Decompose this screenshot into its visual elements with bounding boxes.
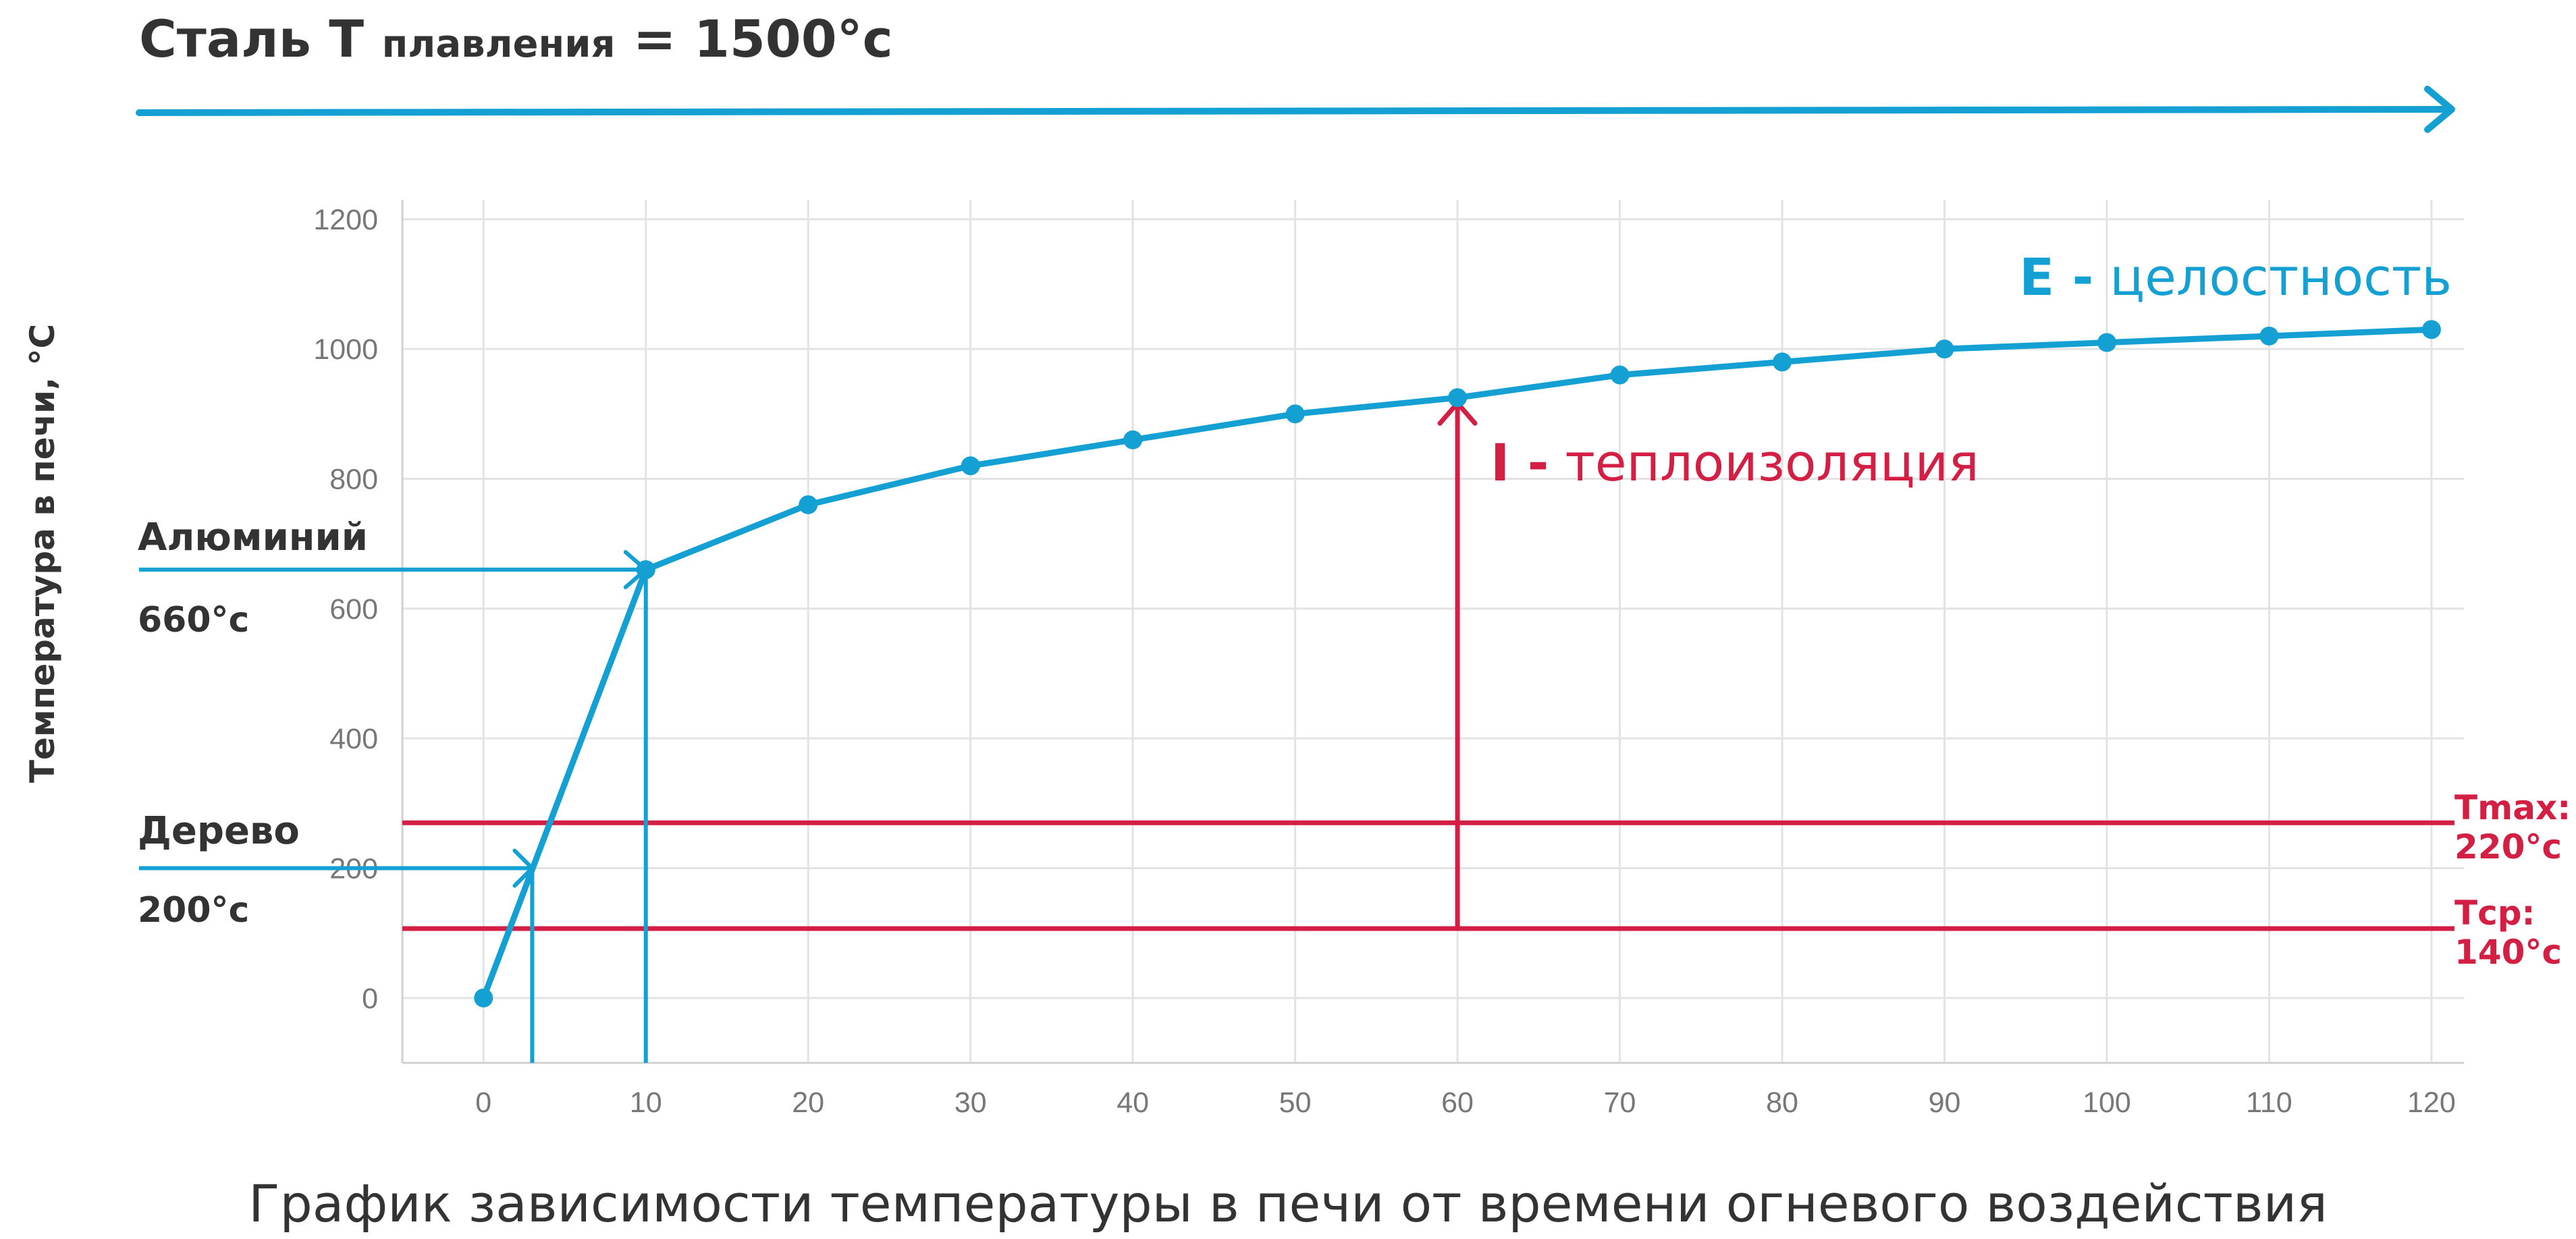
data-point xyxy=(1123,430,1143,449)
data-point xyxy=(636,560,655,580)
chart-title: Сталь T плавления = 1500°c xyxy=(139,9,893,69)
x-tick-label: 10 xyxy=(630,1086,662,1119)
data-point xyxy=(799,495,818,514)
marker-lines xyxy=(139,399,1478,1063)
aluminum-temp: 660°c xyxy=(138,600,249,640)
y-tick-label: 600 xyxy=(329,593,378,626)
x-tick-label: 0 xyxy=(475,1086,491,1119)
y-tick-label: 1000 xyxy=(313,333,378,366)
x-tick-label: 20 xyxy=(792,1086,824,1119)
x-tick-label: 60 xyxy=(1441,1086,1474,1119)
reference-lines xyxy=(402,820,2454,931)
data-point xyxy=(2421,320,2441,339)
x-tick-label: 80 xyxy=(1766,1086,1798,1119)
y-axis-label: Температура в печи, °C xyxy=(23,324,62,783)
tavg-value: 140°c xyxy=(2454,933,2562,972)
e-letter: E - xyxy=(2019,247,2093,307)
i-annotation: I - теплоизоляция xyxy=(1491,433,1979,493)
x-tick-label: 70 xyxy=(1604,1086,1636,1119)
caption: График зависимости температуры в печи от… xyxy=(248,1174,2328,1234)
wood-temp: 200°c xyxy=(138,890,249,931)
data-point xyxy=(961,456,980,476)
data-point xyxy=(474,988,493,1008)
y-tick-label: 800 xyxy=(329,464,378,496)
i-letter: I - xyxy=(1491,433,1549,493)
data-point xyxy=(1285,404,1305,424)
data-point xyxy=(2259,326,2279,346)
y-tick-label: 1200 xyxy=(313,204,378,236)
aluminum-label: Алюминий xyxy=(138,516,368,559)
e-annotation: E - целостность xyxy=(2019,247,2452,307)
e-text: целостность xyxy=(2110,247,2452,307)
data-point xyxy=(1935,339,1954,359)
x-tick-label: 120 xyxy=(2407,1086,2456,1119)
series-points xyxy=(474,320,2441,1008)
header-arrow-line xyxy=(136,106,2452,116)
y-tick-label: 400 xyxy=(329,723,378,755)
header-arrow-head xyxy=(2424,86,2455,133)
y-tick-label: 0 xyxy=(362,983,378,1015)
tmax-value: 220°c xyxy=(2454,827,2562,866)
data-point xyxy=(1448,388,1468,408)
x-axis-ticks: 0 10 20 30 40 50 60 70 80 90 100 110 120 xyxy=(475,1086,2456,1119)
x-tick-label: 30 xyxy=(955,1086,987,1119)
x-tick-label: 110 xyxy=(2246,1086,2292,1119)
data-point xyxy=(1610,365,1630,385)
plot-grid xyxy=(401,200,2464,1064)
wood-label: Дерево xyxy=(138,809,300,853)
tmax-label: Tmax: xyxy=(2454,788,2571,827)
data-point xyxy=(1773,352,1792,372)
i-text: теплоизоляция xyxy=(1565,433,1979,493)
x-tick-label: 100 xyxy=(2083,1086,2131,1119)
x-tick-label: 40 xyxy=(1117,1086,1149,1119)
tavg-label: Tср: xyxy=(2454,893,2535,933)
x-tick-label: 90 xyxy=(1929,1086,1961,1119)
data-point xyxy=(2097,333,2116,352)
x-tick-label: 50 xyxy=(1279,1086,1312,1119)
